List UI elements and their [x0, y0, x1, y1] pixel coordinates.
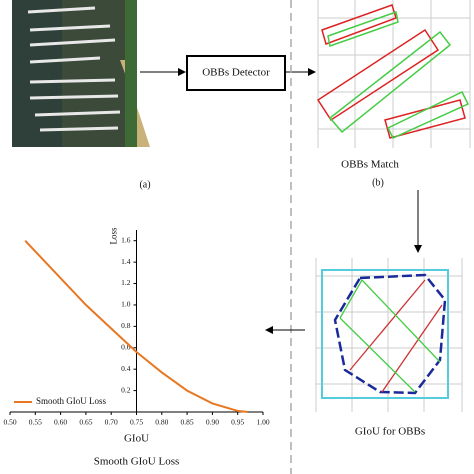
chart-caption: Smooth GIoU Loss — [94, 456, 180, 468]
x-tick-label: 0.85 — [181, 418, 194, 427]
obb-edge — [381, 304, 443, 393]
x-tick-label: 0.95 — [231, 418, 244, 427]
obb-edge — [349, 279, 426, 371]
y-tick-label: 1.4 — [121, 257, 131, 266]
obbs — [316, 4, 470, 139]
obb-edge — [339, 279, 363, 319]
aerial-image — [12, 0, 150, 147]
enclosing-box — [321, 269, 449, 399]
loss-line — [24, 240, 248, 413]
y-tick-label: 0.6 — [121, 342, 131, 351]
y-tick-label: 1.2 — [121, 278, 131, 287]
detector-box — [186, 55, 286, 91]
y-tick-label: 0.8 — [121, 321, 131, 330]
y-tick-label: 0.2 — [121, 385, 131, 394]
convex-hull — [333, 273, 447, 395]
obb-edge — [339, 317, 416, 393]
y-tick-label: 0.4 — [121, 364, 131, 373]
detector-label: OBBs Detector — [202, 67, 270, 79]
x-tick-label: 0.80 — [155, 418, 168, 427]
x-tick-label: 0.75 — [130, 418, 143, 427]
x-axis-label: GIoU — [124, 433, 149, 445]
x-tick-label: 0.50 — [3, 418, 16, 427]
match-grid — [317, 0, 471, 148]
y-axis-label: Loss — [109, 227, 119, 245]
legend-label: Smooth GIoU Loss — [36, 396, 107, 406]
x-tick-label: 0.70 — [105, 418, 118, 427]
loss-chart: 0.50 0.55 0.60 0.65 0.70 0.75 0.80 0.85 0.90 0.95… — [3, 227, 269, 468]
x-tick-label: 0.55 — [29, 418, 42, 427]
giou-grid — [315, 258, 463, 412]
giou-title: GIoU for OBBs — [355, 426, 425, 438]
y-tick-label: 1.0 — [121, 300, 131, 309]
x-tick-label: 0.90 — [206, 418, 219, 427]
obb-edge — [361, 279, 441, 363]
x-tick-label: 0.60 — [54, 418, 67, 427]
panel-a-caption: (a) — [139, 179, 150, 190]
panel-b-caption: (b) — [372, 177, 384, 188]
panel-b-title: OBBs Match — [341, 159, 399, 171]
y-tick-label: 1.6 — [121, 235, 131, 244]
x-tick-label: 1.00 — [256, 418, 269, 427]
x-tick-label: 0.65 — [79, 418, 92, 427]
